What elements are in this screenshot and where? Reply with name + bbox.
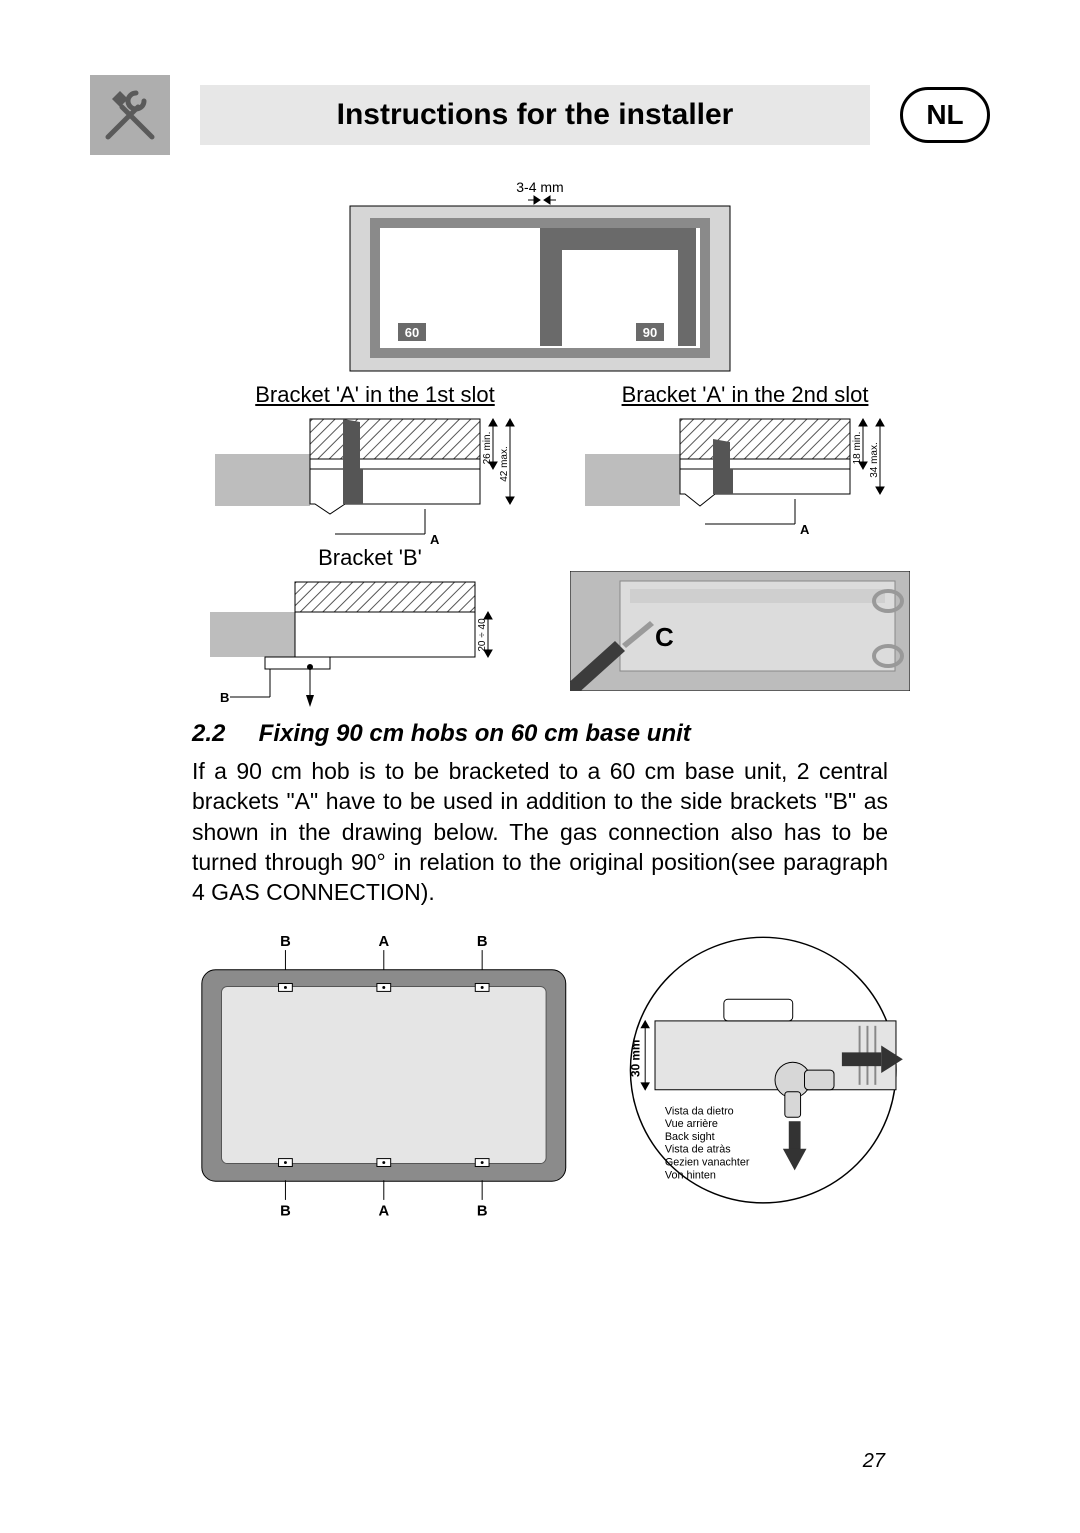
rv-text-0: Vista da dietro [664, 1105, 733, 1117]
plan-bot-b1: B [280, 1204, 291, 1220]
dim-26min: 26 min. [482, 432, 493, 465]
section-number: 2.2 [192, 720, 252, 748]
plan-top-b1: B [280, 934, 291, 950]
language-badge: NL [900, 87, 990, 143]
bracket-b-row: Bracket 'B' 20 ÷ 40 B [210, 545, 910, 722]
page-title: Instructions for the installer [200, 85, 870, 145]
bracket-b: Bracket 'B' 20 ÷ 40 B [210, 545, 530, 722]
image-c: C [570, 545, 910, 722]
gap-label: 3-4 mm [516, 179, 563, 195]
section-title: Fixing 90 cm hobs on 60 cm base unit [259, 720, 691, 747]
header: Instructions for the installer NL [90, 75, 990, 155]
plan-bot-b2: B [477, 1204, 488, 1220]
section-2-2: 2.2 Fixing 90 cm hobs on 60 cm base unit… [192, 720, 888, 908]
plan-view: B A B B A B [192, 930, 576, 1220]
section-heading: 2.2 Fixing 90 cm hobs on 60 cm base unit [192, 720, 888, 748]
dim-20-40: 20 ÷ 40 [477, 618, 488, 652]
bracket-a1-caption: Bracket 'A' in the 1st slot [210, 382, 540, 408]
letter-b: B [220, 690, 229, 705]
rv-text-2: Back sight [664, 1131, 714, 1143]
lower-figures: B A B B A B [192, 930, 930, 1220]
dim-18min: 18 min. [852, 432, 863, 465]
bracket-a2: Bracket 'A' in the 2nd slot 18 min. 3 [580, 382, 910, 559]
rv-text-1: Vue arrière [664, 1118, 717, 1130]
plan-top-a: A [378, 934, 389, 950]
bracket-a2-caption: Bracket 'A' in the 2nd slot [580, 382, 910, 408]
section-body: If a 90 cm hob is to be bracketed to a 6… [192, 756, 888, 908]
bracket-a-row: Bracket 'A' in the 1st slot 2 [210, 382, 910, 559]
rv-text-4: Gezien vanachter [664, 1156, 749, 1168]
label-60: 60 [405, 325, 419, 340]
dim-30mm: 30 mm [628, 1040, 642, 1077]
letter-a2: A [800, 522, 810, 537]
rv-text-5: Von hinten [664, 1169, 715, 1181]
plan-bot-a: A [378, 1204, 389, 1220]
gap-diagram: 3-4 mm 60 90 [340, 178, 740, 378]
bracket-a1: Bracket 'A' in the 1st slot 2 [210, 382, 540, 559]
rv-text-3: Vista de atràs [664, 1144, 730, 1156]
rear-view: 30 mm Vista da dietro Vue arrière Back s… [596, 930, 930, 1220]
label-90: 90 [643, 325, 657, 340]
dim-34max: 34 max. [869, 442, 880, 478]
page-number: 27 [863, 1450, 885, 1473]
tool-icon [90, 75, 170, 155]
bracket-b-caption: Bracket 'B' [210, 545, 530, 571]
plan-top-b2: B [477, 934, 488, 950]
dim-42max: 42 max. [499, 446, 510, 482]
letter-c: C [655, 622, 674, 652]
